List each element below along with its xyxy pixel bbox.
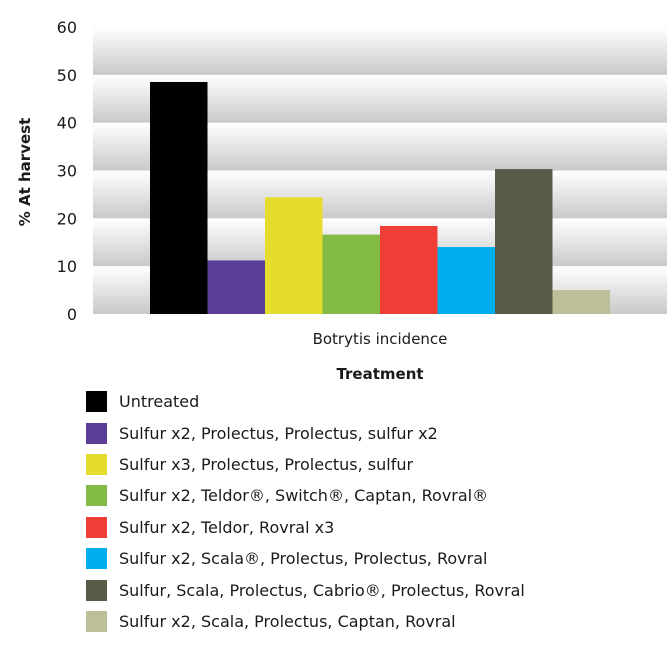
bar [322,234,380,314]
bar [552,290,610,314]
x-axis-title: Treatment [336,365,423,383]
legend-swatch [86,579,107,601]
y-tick-label: 0 [67,305,77,324]
bar [437,247,495,314]
grid-band [93,27,667,75]
legend-label: Sulfur, Scala, Prolectus, Cabrio®, Prole… [119,580,525,600]
legend-item: Sulfur, Scala, Prolectus, Cabrio®, Prole… [86,574,666,605]
legend-swatch [86,610,107,632]
y-axis-ticks: 0 10 20 30 40 50 60 [57,18,77,324]
legend-label: Sulfur x2, Prolectus, Prolectus, sulfur … [119,423,438,443]
y-tick-label: 60 [57,18,77,37]
bars [150,82,610,314]
legend-label: Untreated [119,392,200,412]
legend-item: Sulfur x2, Prolectus, Prolectus, sulfur … [86,417,666,448]
legend-swatch [86,485,107,507]
y-tick-label: 20 [57,209,77,228]
legend-item: Sulfur x2, Teldor, Rovral x3 [86,512,666,543]
legend-item: Untreated [86,386,666,417]
bar [207,260,265,314]
bar [495,169,553,314]
legend-label: Sulfur x3, Prolectus, Prolectus, sulfur [119,454,414,474]
legend: Untreated Sulfur x2, Prolectus, Prolectus… [86,386,666,637]
legend-label: Sulfur x2, Teldor, Rovral x3 [119,517,335,537]
y-tick-label: 50 [57,66,77,85]
legend-label: Sulfur x2, Scala, Prolectus, Captan, Rov… [119,611,456,631]
bar [150,82,208,314]
legend-item: Sulfur x2, Scala®, Prolectus, Prolectus,… [86,543,666,574]
legend-item: Sulfur x2, Scala, Prolectus, Captan, Rov… [86,606,666,637]
bar-chart: 0 10 20 30 40 50 60 Botrytis incidence Treatme… [16,18,667,383]
bar [265,197,323,314]
legend-item: Sulfur x2, Teldor®, Switch®, Captan, Rov… [86,480,666,511]
y-tick-label: 40 [57,114,77,133]
legend-swatch [86,391,107,413]
legend-swatch [86,453,107,475]
y-tick-label: 30 [57,162,77,181]
legend-label: Sulfur x2, Scala®, Prolectus, Prolectus,… [119,549,488,569]
bar [380,225,438,314]
legend-swatch [86,516,107,538]
legend-swatch [86,422,107,444]
legend-swatch [86,548,107,570]
legend-item: Sulfur x3, Prolectus, Prolectus, sulfur [86,449,666,480]
legend-label: Sulfur x2, Teldor®, Switch®, Captan, Rov… [119,486,489,506]
y-axis-title: % At harvest [16,118,34,227]
category-label: Botrytis incidence [313,330,448,348]
y-tick-label: 10 [57,257,77,276]
